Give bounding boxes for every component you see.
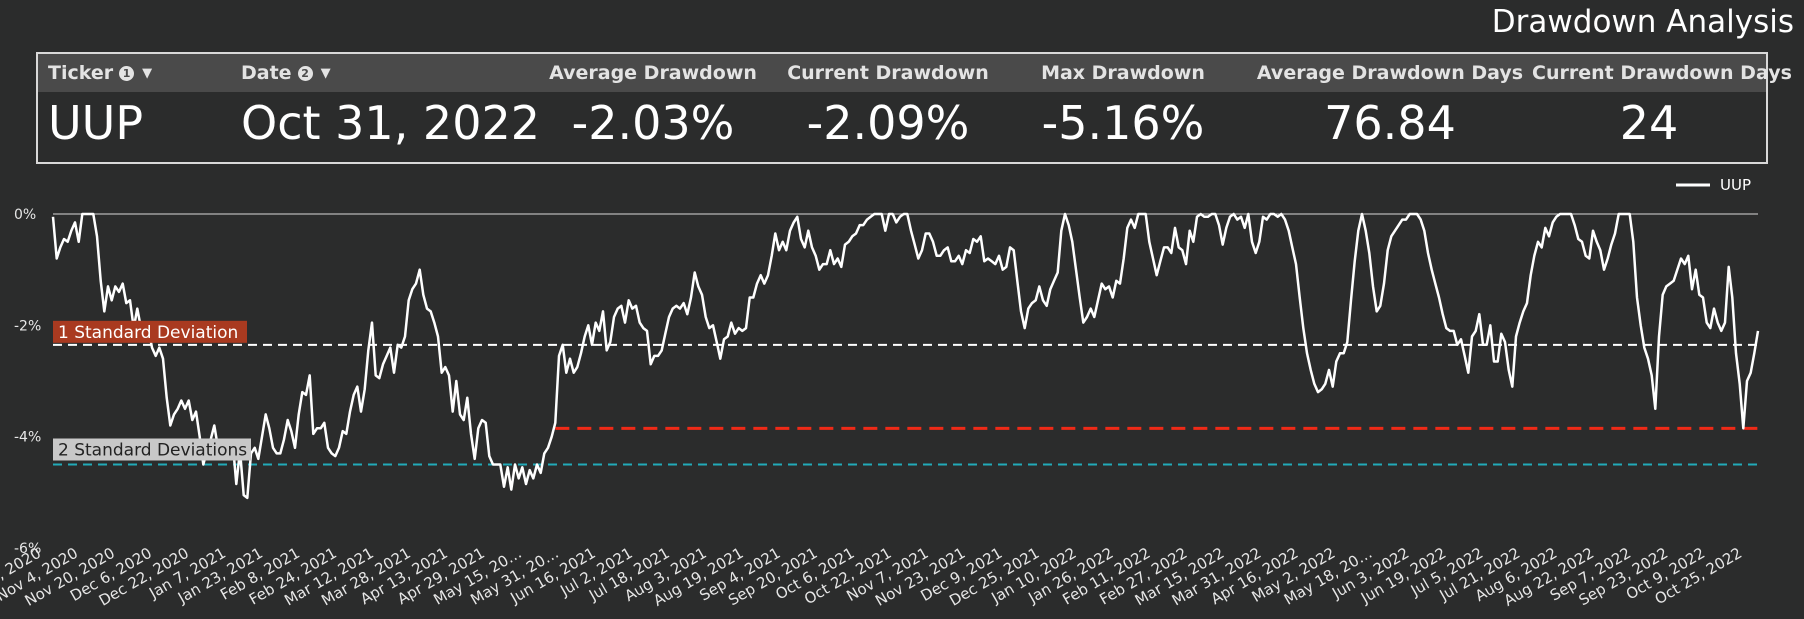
y-tick-label: -4% — [14, 430, 41, 446]
current-drawdown-column: Current Drawdown -2.09% — [783, 54, 993, 162]
reference-line-label-bg — [53, 320, 247, 343]
max-drawdown-value: -5.16% — [1041, 96, 1205, 150]
date-order-badge: 2 — [297, 66, 313, 81]
avg-drawdown-days-value: 76.84 — [1324, 96, 1456, 150]
reference-line-label: 1 Standard Deviation — [58, 323, 238, 343]
current-drawdown-label: Current Drawdown — [787, 62, 989, 84]
max-drawdown-label: Max Drawdown — [1041, 62, 1205, 84]
date-column: Date 2 ▼ Oct 31, 2022 — [231, 54, 540, 162]
drawdown-line-chart: 1 Standard Deviation 2 Standard Deviation… — [0, 176, 1760, 610]
max-drawdown-column: Max Drawdown -5.16% — [1018, 54, 1228, 162]
ticker-value: UUP — [48, 96, 144, 150]
date-dropdown-caret-icon[interactable]: ▼ — [320, 66, 331, 81]
avg-drawdown-label: Average Drawdown — [549, 62, 757, 84]
page-title: Drawdown Analysis — [1491, 4, 1794, 40]
current-drawdown-value: -2.09% — [806, 96, 970, 150]
avg-drawdown-value: -2.03% — [571, 96, 735, 150]
drawdown-scorecard: Ticker 1 ▼ UUP Date 2 ▼ Oct 31, 2022 Average… — [36, 52, 1792, 164]
avg-drawdown-days-column: Average Drawdown Days 76.84 — [1250, 54, 1530, 162]
y-tick-label: -6% — [14, 541, 41, 557]
y-tick-label: -2% — [14, 318, 41, 334]
ticker-order-badge: 1 — [119, 66, 135, 81]
ticker-label: Ticker — [48, 62, 114, 84]
y-tick-label: 0% — [14, 207, 36, 223]
avg-drawdown-days-label: Average Drawdown Days — [1256, 62, 1524, 84]
ticker-filter-control[interactable]: Ticker 1 ▼ — [48, 62, 152, 84]
date-filter-control[interactable]: Date 2 ▼ — [241, 62, 331, 84]
date-value: Oct 31, 2022 — [241, 96, 540, 150]
legend-uup-label: UUP — [1720, 176, 1751, 194]
chart-legend[interactable]: UUP — [1676, 176, 1751, 194]
scorecard-header-bar — [38, 54, 1766, 92]
ticker-dropdown-caret-icon[interactable]: ▼ — [142, 66, 153, 81]
current-drawdown-days-column: Current Drawdown Days 24 — [1532, 54, 1792, 162]
reference-line-label: 2 Standard Deviations — [58, 441, 247, 461]
reference-line-label-bg — [53, 438, 251, 461]
avg-drawdown-column: Average Drawdown -2.03% — [548, 54, 758, 162]
ticker-column: Ticker 1 ▼ UUP — [38, 54, 198, 162]
date-label: Date — [241, 62, 292, 84]
current-drawdown-days-label: Current Drawdown Days — [1532, 62, 1792, 84]
current-drawdown-days-value: 24 — [1619, 96, 1679, 150]
uup-drawdown-series-line — [51, 212, 1760, 500]
